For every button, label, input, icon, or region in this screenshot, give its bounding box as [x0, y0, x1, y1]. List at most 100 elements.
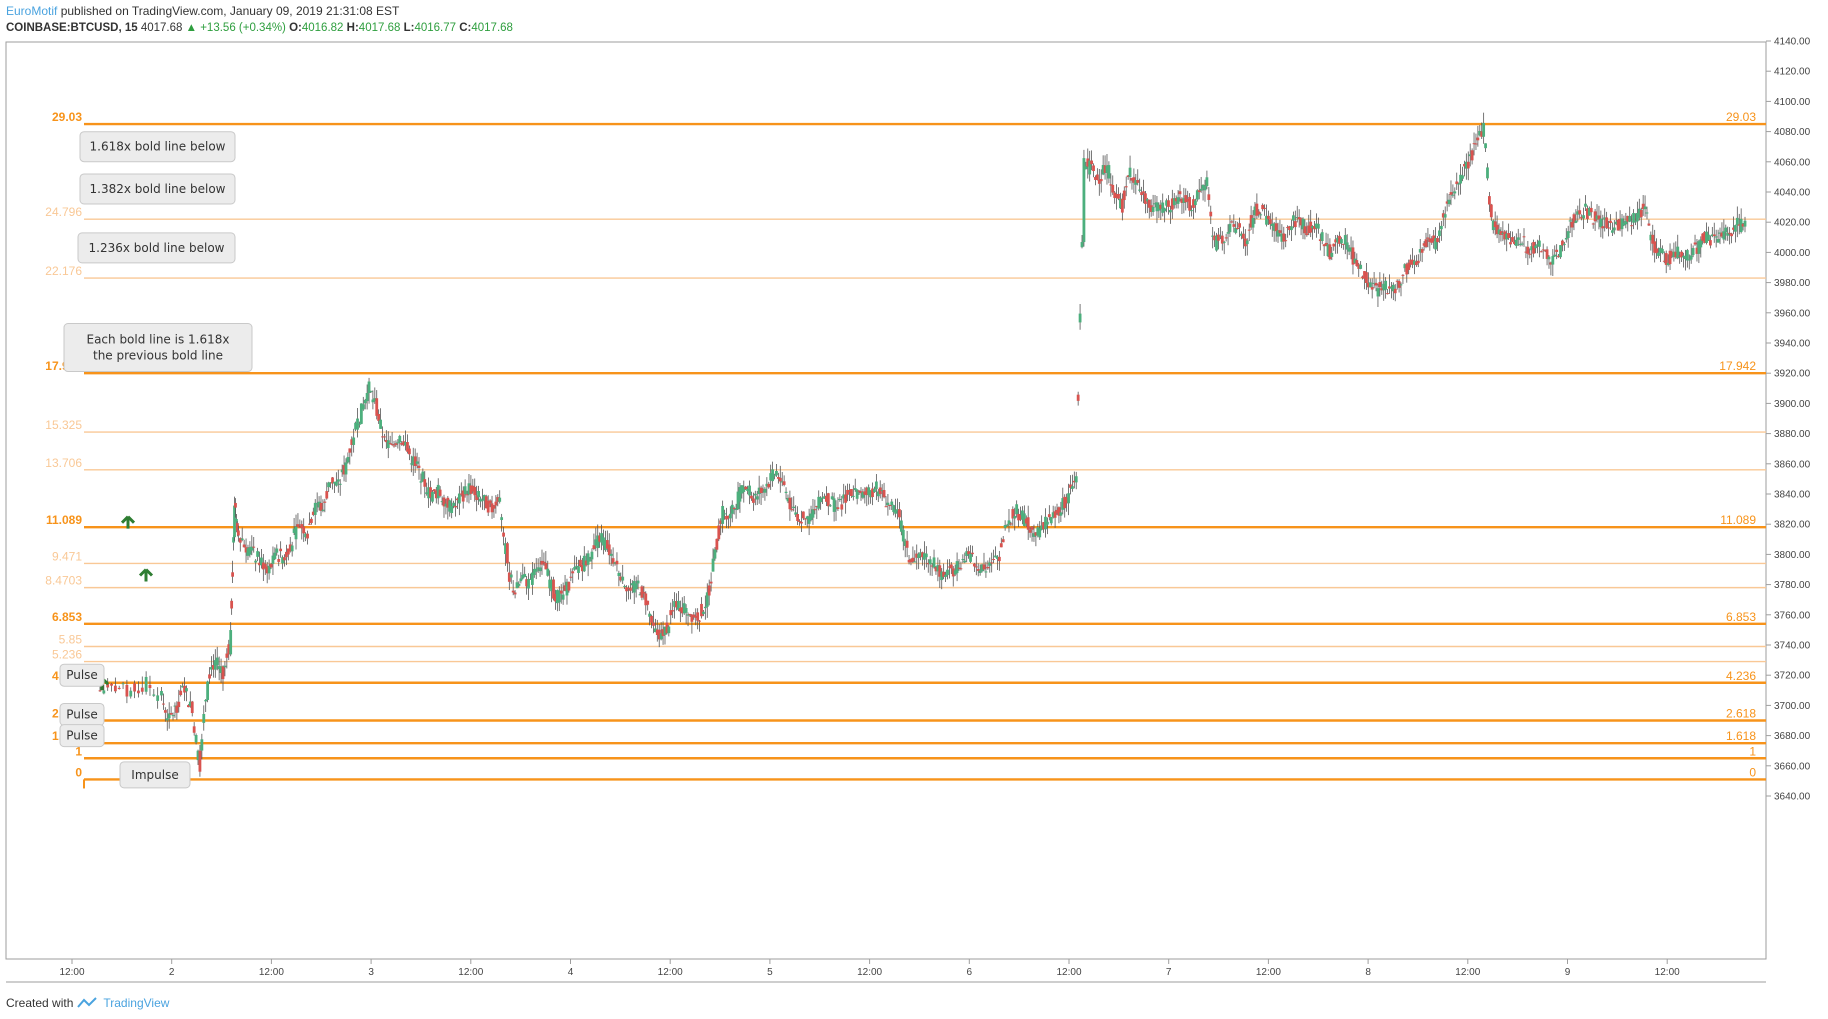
- candle-up: [1061, 498, 1065, 510]
- candle-up: [1697, 241, 1701, 254]
- candle-down: [948, 566, 951, 568]
- candles: [98, 112, 1747, 777]
- candle-up: [1505, 233, 1509, 240]
- candle-up: [523, 573, 527, 577]
- candle-down: [1174, 198, 1178, 202]
- candle-down: [148, 684, 152, 689]
- candle-up: [1547, 256, 1551, 260]
- candle-down: [1572, 214, 1576, 223]
- candle-down: [484, 496, 488, 509]
- candle-down: [544, 562, 548, 570]
- candle-up: [1562, 243, 1566, 245]
- time-tick-label: 12:00: [1455, 967, 1480, 978]
- candle-down: [815, 506, 819, 508]
- candle-down: [1597, 215, 1601, 220]
- candle-down: [1365, 272, 1368, 283]
- candle-up: [1574, 220, 1578, 223]
- candle-up: [632, 581, 636, 593]
- candle-down: [208, 674, 211, 679]
- candle-down: [265, 566, 269, 574]
- candle-up: [1295, 217, 1299, 219]
- candle-down: [1524, 251, 1528, 253]
- candle-down: [669, 610, 673, 616]
- candle-down: [475, 495, 479, 501]
- candle-up: [1336, 237, 1339, 243]
- price-tick-label: 4040.00: [1774, 188, 1811, 199]
- candle-up: [1443, 214, 1447, 218]
- candle-down: [162, 703, 165, 705]
- candle-down: [776, 476, 780, 479]
- candle-down: [1701, 233, 1705, 241]
- candle-down: [1017, 513, 1020, 521]
- candle-up: [1315, 223, 1318, 228]
- time-tick-label: 12:00: [1256, 967, 1281, 978]
- candle-up: [823, 496, 826, 499]
- candle-up: [1566, 231, 1570, 239]
- candle-down: [1207, 194, 1211, 200]
- candle-up: [1464, 161, 1468, 169]
- candle-up: [1534, 245, 1537, 249]
- candle-down: [513, 592, 517, 595]
- candle-down: [750, 495, 753, 499]
- time-tick-label: 9: [1565, 967, 1571, 978]
- fib-label-left: 5.236: [52, 648, 82, 662]
- candle-down: [1103, 165, 1107, 173]
- callout-box: [77, 232, 236, 264]
- candle-down: [680, 607, 684, 614]
- candle-down: [413, 456, 417, 466]
- low-label: L:: [403, 22, 415, 34]
- candle-up: [352, 437, 356, 445]
- candle-down: [1670, 251, 1674, 256]
- candle-down: [1601, 226, 1605, 229]
- candle-down: [300, 524, 304, 529]
- candle-up: [367, 381, 371, 393]
- fib-levels: 00111.6181.6182.6182.6184.2364.2365.2365…: [45, 110, 1766, 789]
- candle-down: [1509, 242, 1512, 245]
- candle-up: [194, 734, 198, 743]
- candle-down: [1170, 198, 1174, 210]
- candle-up: [965, 551, 969, 556]
- candle-down: [836, 507, 840, 509]
- candle-down: [1409, 259, 1413, 265]
- candle-up: [365, 392, 369, 402]
- price-tick-label: 3940.00: [1774, 339, 1811, 350]
- candle-down: [384, 439, 388, 443]
- candle-down: [1213, 235, 1217, 241]
- candle-down: [429, 487, 432, 498]
- callout-box: [119, 761, 191, 789]
- candle-down: [1361, 276, 1364, 279]
- candle-up: [440, 501, 444, 503]
- price-tick-label: 3660.00: [1774, 761, 1811, 772]
- candle-up: [425, 492, 429, 495]
- candle-up: [1349, 247, 1353, 252]
- candle-up: [152, 694, 156, 696]
- candle-up: [248, 547, 252, 555]
- candle-down: [1132, 177, 1136, 183]
- candle-up: [1203, 186, 1207, 191]
- candle-down: [1299, 218, 1303, 226]
- candle-down: [302, 526, 306, 534]
- fib-label-left: 1: [75, 744, 82, 758]
- price-tick-label: 4120.00: [1774, 67, 1811, 78]
- candle-down: [306, 533, 309, 539]
- candle-down: [227, 644, 231, 655]
- candle-down: [1609, 220, 1612, 223]
- candle-up: [1270, 223, 1274, 226]
- candle-down: [1136, 180, 1140, 183]
- candle-up: [861, 491, 865, 498]
- candle-up: [371, 399, 375, 403]
- price-tick-label: 3760.00: [1774, 610, 1811, 621]
- tradingview-link[interactable]: TradingView: [103, 996, 170, 1010]
- candle-up: [1195, 190, 1199, 200]
- candle-down: [1397, 280, 1401, 288]
- candle-up: [1320, 232, 1324, 242]
- candle-up: [532, 568, 536, 576]
- candle-up: [609, 553, 613, 556]
- author-link[interactable]: EuroMotif: [6, 4, 58, 18]
- candle-up: [1201, 184, 1205, 189]
- candle-up: [267, 565, 271, 574]
- candle-up: [444, 503, 448, 507]
- candle-down: [175, 705, 179, 713]
- callout-box: [79, 131, 236, 163]
